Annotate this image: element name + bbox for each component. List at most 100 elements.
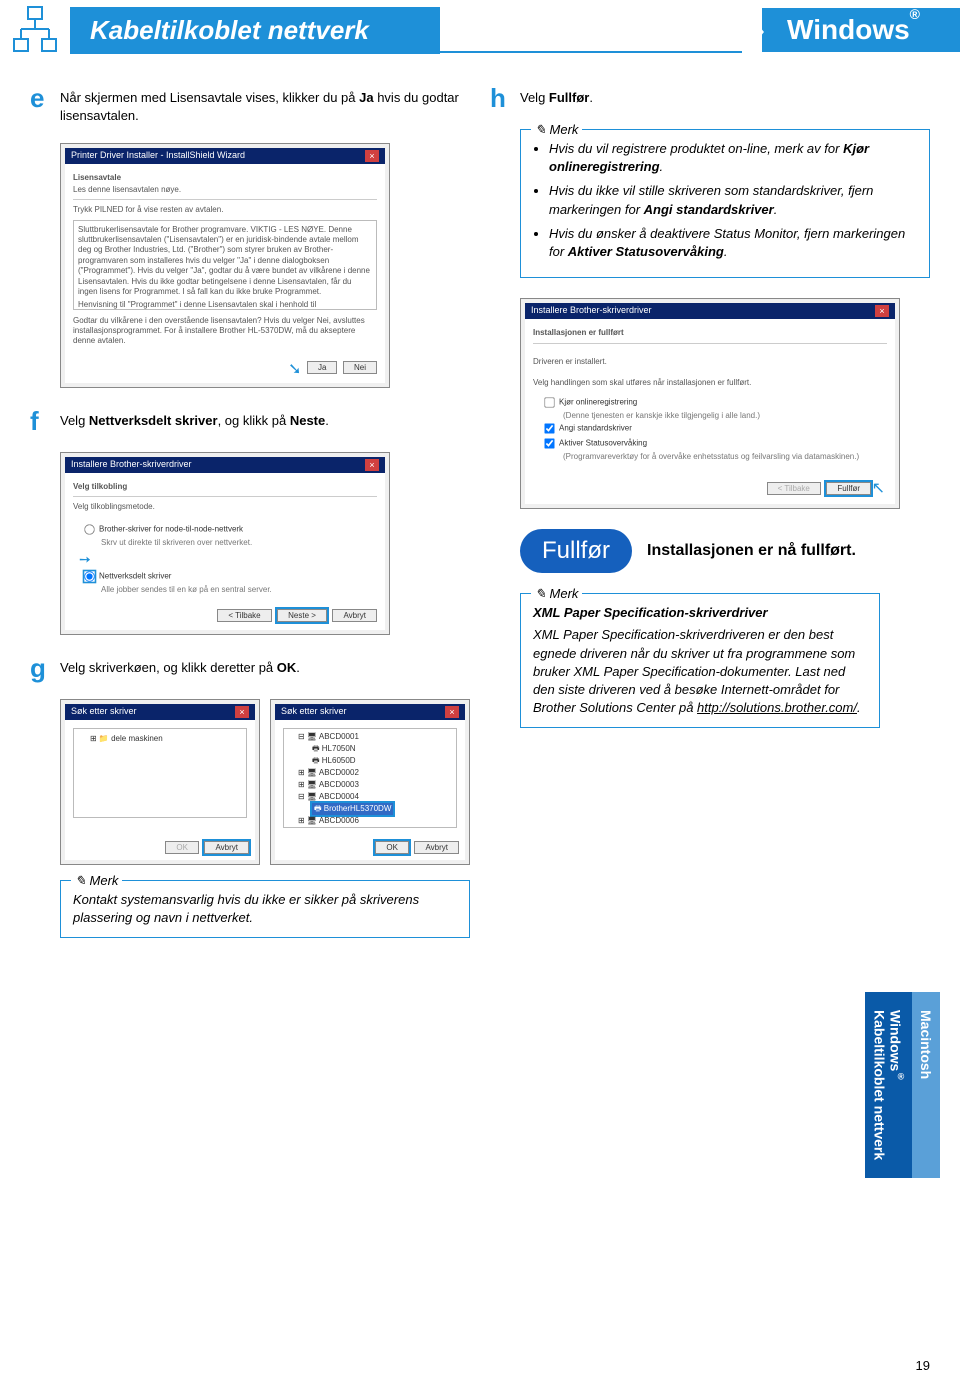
license-hint: Trykk PILNED for å vise resten av avtale… xyxy=(73,205,223,214)
tree-item[interactable]: ⊟ 🖥 ABCD0007 xyxy=(286,827,454,828)
tree-item[interactable]: ⊞ 🖥 ABCD0003 xyxy=(286,779,454,791)
tab-macintosh: Macintosh xyxy=(912,992,940,1178)
step-f-mid: , og klikk på xyxy=(218,413,290,428)
step-f-post: . xyxy=(325,413,329,428)
tree-item[interactable]: ⊟ 🖥 ABCD0004 xyxy=(286,791,454,803)
step-h-text: Velg Fullfør. xyxy=(520,85,930,111)
dialog-titlebar: Installere Brother-skriverdriver × xyxy=(65,457,385,473)
radio-shared-sub: Alle jobber sendes til en kø på en sentr… xyxy=(73,585,377,594)
step-letter-f: f xyxy=(30,408,60,434)
back-button[interactable]: < Tilbake xyxy=(767,482,821,495)
cancel-button[interactable]: Avbryt xyxy=(414,841,459,854)
pointer-arrow-icon: ➘ xyxy=(288,361,301,378)
dialog-title: Installere Brother-skriverdriver xyxy=(531,305,652,317)
note-label: Merk xyxy=(71,873,122,889)
tree-item-selected[interactable]: 🖶 BrotherHL5370DW xyxy=(312,803,393,815)
step-g-bold: OK xyxy=(277,660,297,675)
step-e-bold: Ja xyxy=(359,90,373,105)
close-icon[interactable]: × xyxy=(365,459,379,471)
checkbox-online-reg[interactable]: Kjør onlineregistrering xyxy=(543,396,887,409)
ok-button[interactable]: OK xyxy=(165,841,199,854)
note-heading: XML Paper Specification-skriverdriver xyxy=(533,605,768,620)
header-divider xyxy=(440,51,742,53)
dialog-title: Søk etter skriver xyxy=(71,706,137,718)
note-contact-admin: Merk Kontakt systemansvarlig hvis du ikk… xyxy=(60,880,470,938)
step-h-bold: Fullfør xyxy=(549,90,589,105)
step-letter-h: h xyxy=(490,85,520,111)
step-g-post: . xyxy=(296,660,300,675)
no-button[interactable]: Nei xyxy=(343,361,377,374)
tree-view[interactable]: ⊞ 📁 dele maskinen xyxy=(73,728,247,818)
close-icon[interactable]: × xyxy=(445,706,459,718)
conn-sub: Velg tilkoblingsmetode. xyxy=(73,502,155,511)
screenshot-browse2: Søk etter skriver × ⊟ 🖥 ABCD0001 🖶 HL705… xyxy=(270,699,470,865)
note-body: XML Paper Specification-skriverdriveren … xyxy=(533,626,867,717)
step-g: g Velg skriverkøen, og klikk deretter på… xyxy=(30,655,470,681)
solutions-url[interactable]: http://solutions.brother.com/ xyxy=(697,700,857,715)
close-icon[interactable]: × xyxy=(365,150,379,162)
step-f-bold2: Neste xyxy=(290,413,325,428)
close-icon[interactable]: × xyxy=(235,706,249,718)
step-e: e Når skjermen med Lisensavtale vises, k… xyxy=(30,85,470,125)
step-f: f Velg Nettverksdelt skriver, og klikk p… xyxy=(30,408,470,434)
registered-mark: ® xyxy=(910,6,920,22)
tree-view[interactable]: ⊟ 🖥 ABCD0001 🖶 HL7050N 🖶 HL6050D ⊞ 🖥 ABC… xyxy=(283,728,457,828)
radio-peer-sub: Skrv ut direkte til skriveren over nettv… xyxy=(73,538,377,547)
note-label: Merk xyxy=(531,122,582,138)
finish-button[interactable]: Fullfør xyxy=(826,482,871,495)
tree-item[interactable]: ⊞ 🖥 ABCD0002 xyxy=(286,767,454,779)
tree-item[interactable]: ⊟ 🖥 ABCD0001 xyxy=(286,731,454,743)
network-icon xyxy=(0,0,70,60)
platform-badge: Windows® xyxy=(762,8,960,52)
note-finish-options: Merk Hvis du vil registrere produktet on… xyxy=(520,129,930,278)
side-tabs: Windows®Kabeltilkoblet nettverk Macintos… xyxy=(865,992,940,1178)
pointer-arrow-icon: ➙ xyxy=(79,551,377,568)
dialog-titlebar: Installere Brother-skriverdriver × xyxy=(525,303,895,319)
tree-item[interactable]: 🖶 HL6050D xyxy=(286,755,454,767)
cancel-button[interactable]: Avbryt xyxy=(204,841,249,854)
back-button[interactable]: < Tilbake xyxy=(217,609,271,622)
dialog-titlebar: Søk etter skriver × xyxy=(65,704,255,720)
tree-item[interactable]: ⊞ 📁 dele maskinen xyxy=(78,733,242,745)
close-icon[interactable]: × xyxy=(875,305,889,317)
tree-item[interactable]: ⊞ 🖥 ABCD0006 xyxy=(286,815,454,827)
step-f-bold1: Nettverksdelt skriver xyxy=(89,413,218,428)
screenshot-browse1: Søk etter skriver × ⊞ 📁 dele maskinen OK… xyxy=(60,699,260,865)
checkbox-sub: (Programvareverktøy for å overvåke enhet… xyxy=(543,452,887,461)
tab-windows-wired: Windows®Kabeltilkoblet nettverk xyxy=(865,992,912,1178)
license-prompt: Godtar du vilkårene i den overstående li… xyxy=(73,316,377,347)
screenshot-connection: Installere Brother-skriverdriver × Velg … xyxy=(60,452,390,635)
checkbox-default-printer[interactable]: Angi standardskriver xyxy=(543,422,887,435)
yes-button[interactable]: Ja xyxy=(307,361,337,374)
completion-banner: Fullfør Installasjonen er nå fullført. xyxy=(520,529,930,573)
finish-line2: Velg handlingen som skal utføres når ins… xyxy=(533,378,751,387)
section-title: Kabeltilkoblet nettverk xyxy=(70,7,440,54)
cancel-button[interactable]: Avbryt xyxy=(332,609,377,622)
platform-label: Windows xyxy=(787,14,910,45)
page-number: 19 xyxy=(916,1358,930,1373)
step-h-post: . xyxy=(589,90,593,105)
step-e-pre: Når skjermen med Lisensavtale vises, kli… xyxy=(60,90,359,105)
step-letter-e: e xyxy=(30,85,60,125)
pointer-arrow-icon: ↖ xyxy=(872,480,885,497)
dialog-titlebar: Printer Driver Installer - InstallShield… xyxy=(65,148,385,164)
radio-peer[interactable]: Brother-skriver for node-til-node-nettve… xyxy=(73,523,377,536)
radio-shared[interactable]: Nettverksdelt skriver xyxy=(73,570,377,583)
tree-item[interactable]: 🖶 HL7050N xyxy=(286,743,454,755)
page-header: Kabeltilkoblet nettverk Windows® xyxy=(0,0,960,60)
note-item-2: Hvis du ikke vil stille skriveren som st… xyxy=(549,182,917,218)
checkbox-status-monitor[interactable]: Aktiver Statusovervåking xyxy=(543,437,887,450)
finish-heading: Installasjonen er fullført xyxy=(533,328,624,337)
license-textarea[interactable]: Sluttbrukerlisensavtale for Brother prog… xyxy=(73,220,377,310)
next-button[interactable]: Neste > xyxy=(277,609,327,622)
note-text: Kontakt systemansvarlig hvis du ikke er … xyxy=(73,891,457,927)
finish-line1: Driveren er installert. xyxy=(533,357,607,366)
step-letter-g: g xyxy=(30,655,60,681)
step-h: h Velg Fullfør. xyxy=(490,85,930,111)
dialog-title: Printer Driver Installer - InstallShield… xyxy=(71,150,245,162)
note-item-1: Hvis du vil registrere produktet on-line… xyxy=(549,140,917,176)
conn-heading: Velg tilkobling xyxy=(73,482,127,491)
license-sub: Les denne lisensavtalen nøye. xyxy=(73,185,181,194)
ok-button[interactable]: OK xyxy=(375,841,409,854)
step-h-pre: Velg xyxy=(520,90,549,105)
